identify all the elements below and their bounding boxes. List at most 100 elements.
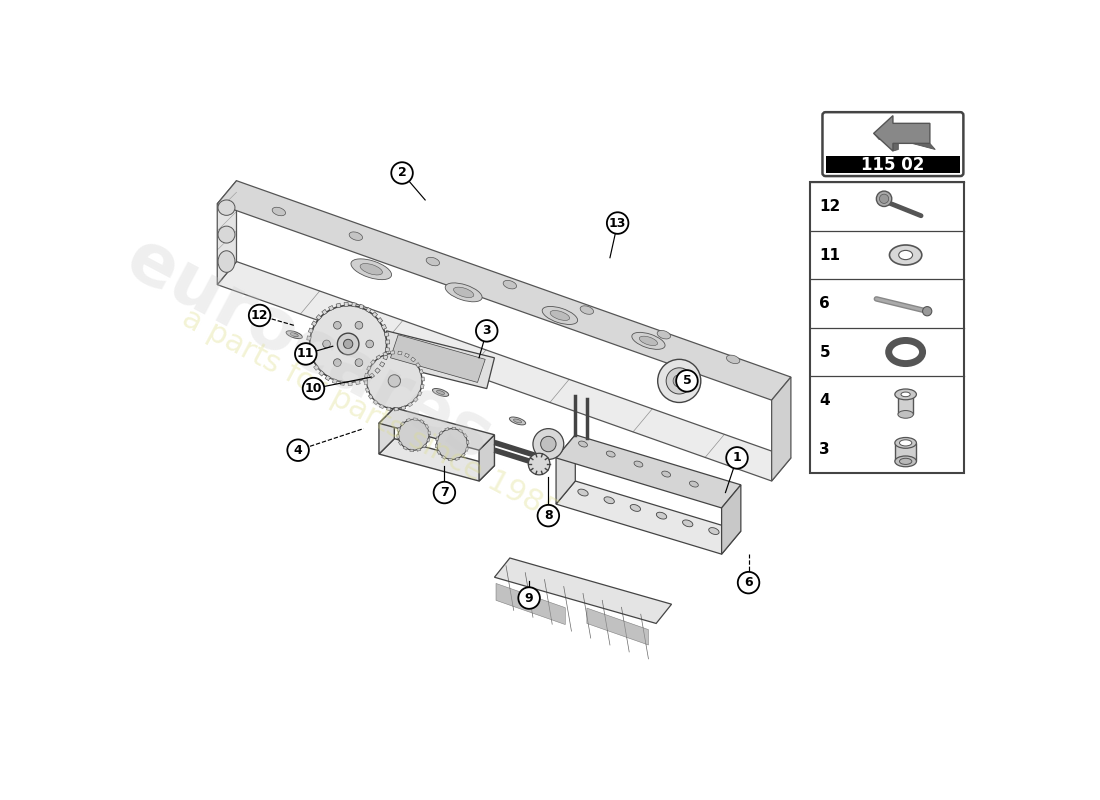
Polygon shape <box>420 385 425 389</box>
Circle shape <box>366 353 422 409</box>
Polygon shape <box>441 455 446 459</box>
Ellipse shape <box>290 333 298 337</box>
Polygon shape <box>449 458 452 461</box>
Ellipse shape <box>639 336 658 346</box>
Polygon shape <box>480 435 495 481</box>
Polygon shape <box>436 437 439 441</box>
Polygon shape <box>403 446 407 450</box>
Text: 5: 5 <box>820 345 830 359</box>
Ellipse shape <box>606 451 615 457</box>
Bar <box>825 156 960 173</box>
Polygon shape <box>410 357 416 362</box>
Ellipse shape <box>218 250 235 272</box>
Circle shape <box>658 359 701 402</box>
Circle shape <box>673 374 685 387</box>
Text: 10: 10 <box>305 382 322 395</box>
Text: 115 02: 115 02 <box>861 155 925 174</box>
Text: 3: 3 <box>820 442 830 457</box>
Polygon shape <box>307 336 311 340</box>
Polygon shape <box>400 422 405 426</box>
Ellipse shape <box>542 306 578 325</box>
Circle shape <box>310 306 387 382</box>
Ellipse shape <box>630 505 640 511</box>
Circle shape <box>287 439 309 461</box>
Text: 9: 9 <box>525 591 533 605</box>
Polygon shape <box>419 370 424 374</box>
Polygon shape <box>375 368 381 374</box>
Polygon shape <box>587 608 649 645</box>
Polygon shape <box>310 358 315 363</box>
Ellipse shape <box>900 440 912 446</box>
Ellipse shape <box>690 481 698 487</box>
Polygon shape <box>397 427 400 431</box>
Polygon shape <box>344 302 348 306</box>
Polygon shape <box>410 449 414 452</box>
Circle shape <box>538 505 559 526</box>
Polygon shape <box>390 334 485 382</box>
Polygon shape <box>378 408 495 450</box>
Ellipse shape <box>900 458 912 465</box>
Polygon shape <box>378 408 395 454</box>
Polygon shape <box>383 355 388 360</box>
Ellipse shape <box>726 355 740 363</box>
Polygon shape <box>455 458 460 461</box>
Polygon shape <box>398 351 403 355</box>
Ellipse shape <box>351 259 392 280</box>
Ellipse shape <box>671 475 680 479</box>
Circle shape <box>433 482 455 503</box>
Polygon shape <box>316 314 321 320</box>
Polygon shape <box>384 332 389 337</box>
Circle shape <box>398 419 429 450</box>
Ellipse shape <box>580 306 594 314</box>
Polygon shape <box>459 429 463 433</box>
Text: 4: 4 <box>820 393 830 408</box>
Polygon shape <box>363 378 367 382</box>
Text: 11: 11 <box>297 347 315 361</box>
Polygon shape <box>439 430 443 435</box>
Polygon shape <box>406 418 410 422</box>
Circle shape <box>249 305 271 326</box>
Ellipse shape <box>594 448 603 452</box>
Polygon shape <box>382 324 386 330</box>
Circle shape <box>676 370 697 392</box>
Polygon shape <box>370 373 374 378</box>
Circle shape <box>541 436 557 452</box>
Circle shape <box>738 572 759 594</box>
Ellipse shape <box>446 283 482 302</box>
Polygon shape <box>364 373 368 378</box>
Text: 4: 4 <box>294 444 302 457</box>
Ellipse shape <box>503 281 517 289</box>
Polygon shape <box>378 331 495 389</box>
Polygon shape <box>359 304 364 309</box>
Ellipse shape <box>668 474 683 481</box>
Circle shape <box>338 333 359 354</box>
Polygon shape <box>368 394 373 399</box>
Polygon shape <box>444 427 449 431</box>
Polygon shape <box>416 362 420 367</box>
Polygon shape <box>420 419 425 423</box>
Polygon shape <box>436 444 438 448</box>
Polygon shape <box>322 310 327 314</box>
Polygon shape <box>308 328 314 333</box>
Circle shape <box>355 358 363 366</box>
FancyBboxPatch shape <box>823 112 964 176</box>
Ellipse shape <box>631 332 666 350</box>
Polygon shape <box>371 360 375 365</box>
Polygon shape <box>366 366 371 370</box>
Circle shape <box>726 447 748 469</box>
Polygon shape <box>422 444 427 448</box>
Polygon shape <box>314 365 319 370</box>
Polygon shape <box>364 381 367 385</box>
Ellipse shape <box>578 489 588 496</box>
Circle shape <box>295 343 317 365</box>
Ellipse shape <box>634 461 642 467</box>
Polygon shape <box>495 558 671 623</box>
Polygon shape <box>319 370 324 376</box>
Circle shape <box>333 358 341 366</box>
Text: 7: 7 <box>440 486 449 499</box>
Ellipse shape <box>360 362 367 365</box>
Polygon shape <box>379 362 385 367</box>
Ellipse shape <box>550 310 570 321</box>
Ellipse shape <box>682 520 693 526</box>
Circle shape <box>923 306 932 316</box>
